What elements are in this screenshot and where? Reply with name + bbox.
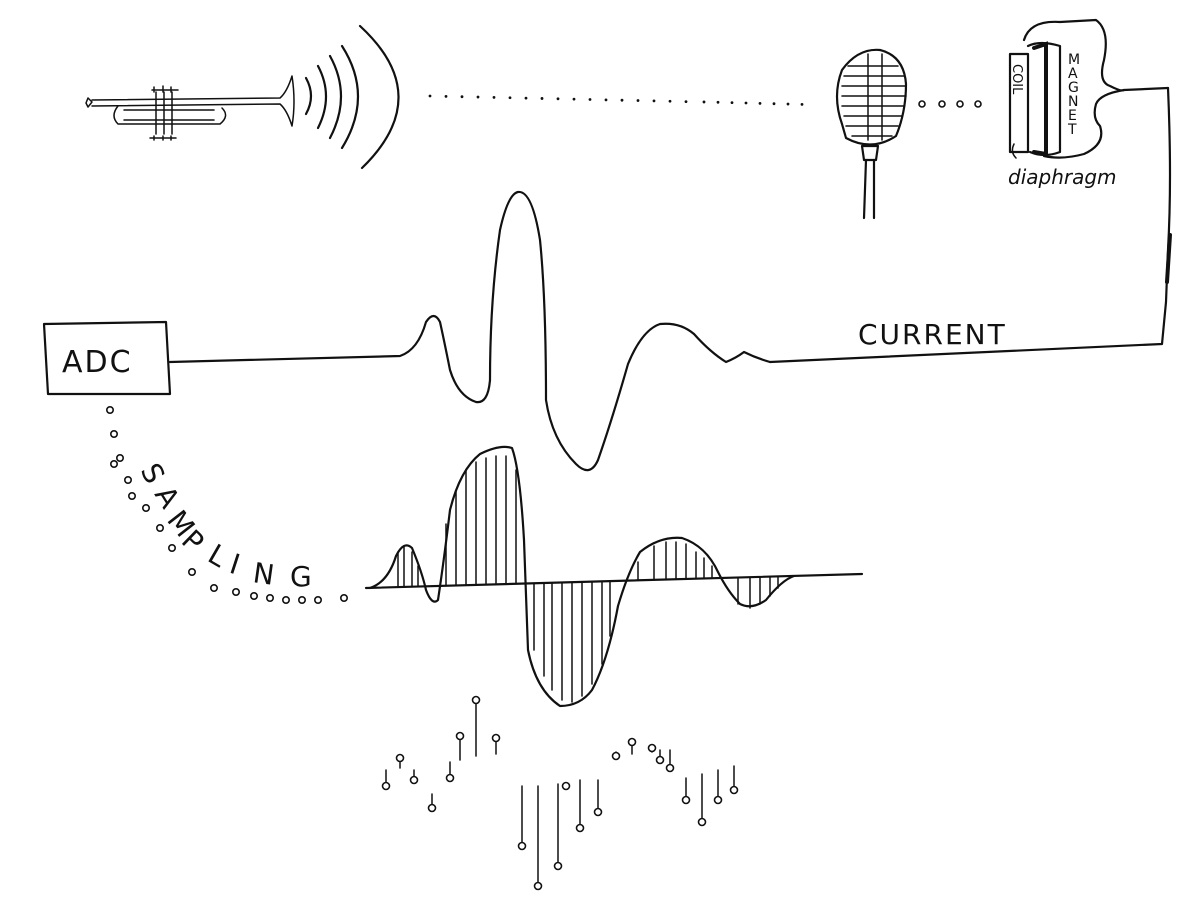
link-dot xyxy=(572,97,576,101)
link-dot xyxy=(786,102,790,106)
link-dot xyxy=(800,103,804,106)
magnet-letter: N xyxy=(1068,94,1078,110)
trumpet-icon xyxy=(85,75,295,141)
sample-dot xyxy=(455,731,465,741)
adc-block: ADC xyxy=(42,320,172,396)
link-dot xyxy=(668,99,672,103)
link-dot xyxy=(428,94,432,98)
sample-dot xyxy=(395,753,405,763)
link-dot xyxy=(604,98,608,102)
sample-dot xyxy=(697,817,707,827)
analog-waveform xyxy=(168,190,772,472)
sample-dot xyxy=(491,733,501,743)
sample-dot xyxy=(647,743,657,753)
discrete-samples xyxy=(381,695,739,891)
sampling-letter: I xyxy=(226,547,244,581)
dotted-link-trumpet-to-microphone xyxy=(428,94,804,106)
coil-body xyxy=(1008,52,1030,154)
sample-dot xyxy=(681,795,691,805)
link-dot xyxy=(588,98,592,101)
sample-dot xyxy=(729,785,739,795)
link-dot xyxy=(652,99,656,103)
sampled-waveform xyxy=(364,445,864,708)
link-dot xyxy=(492,96,496,99)
sample-dot xyxy=(471,695,481,705)
sampling-letter: S xyxy=(134,458,171,489)
link-dot xyxy=(702,100,706,104)
adc-label: ADC xyxy=(62,345,133,380)
sampling-letter: N xyxy=(251,556,276,592)
sample-dot xyxy=(409,775,419,785)
sample-dot xyxy=(553,861,563,871)
sample-dot xyxy=(655,755,665,765)
link-dot xyxy=(460,95,464,99)
link-dot xyxy=(758,101,762,105)
sample-dot xyxy=(593,807,603,817)
sample-dot xyxy=(561,781,571,791)
current-label: CURRENT xyxy=(858,318,1007,351)
link-dot xyxy=(716,100,720,104)
sample-dot xyxy=(427,803,437,813)
link-dot xyxy=(556,97,560,101)
dotted-link-microphone-to-coil xyxy=(918,100,982,108)
magnet-letter: G xyxy=(1068,80,1079,96)
sample-dot xyxy=(575,823,585,833)
link-dot xyxy=(476,95,480,99)
link-dot xyxy=(540,97,544,100)
sample-lines xyxy=(397,455,779,703)
sample-dot xyxy=(627,737,637,747)
magnet-letter: M xyxy=(1068,52,1080,68)
current-wire: CURRENT xyxy=(768,86,1172,364)
magnet-letter: A xyxy=(1068,66,1078,82)
link-dot xyxy=(636,99,640,102)
magnet-letter: T xyxy=(1067,122,1077,138)
sample-dot xyxy=(611,751,621,761)
sample-dot xyxy=(665,763,675,773)
link-dot xyxy=(444,94,448,98)
link-dot xyxy=(620,98,624,102)
link-dot xyxy=(744,101,748,105)
link-dot xyxy=(684,100,688,103)
sampling-letter: G xyxy=(290,560,312,593)
coil-label: COIL xyxy=(1009,64,1024,95)
sample-dot xyxy=(445,773,455,783)
sample-dot xyxy=(713,795,723,805)
sample-dot xyxy=(381,781,391,791)
link-dot xyxy=(508,96,512,100)
link-dot xyxy=(524,96,528,100)
diaphragm-label: diaphragm xyxy=(1008,165,1117,189)
link-dot xyxy=(730,101,734,105)
sample-dot xyxy=(533,881,543,891)
microphone-icon xyxy=(835,48,908,220)
sample-dot xyxy=(517,841,527,851)
sound-waves-icon xyxy=(304,24,400,170)
link-dot xyxy=(772,102,776,106)
magnet-letter: E xyxy=(1068,108,1077,124)
